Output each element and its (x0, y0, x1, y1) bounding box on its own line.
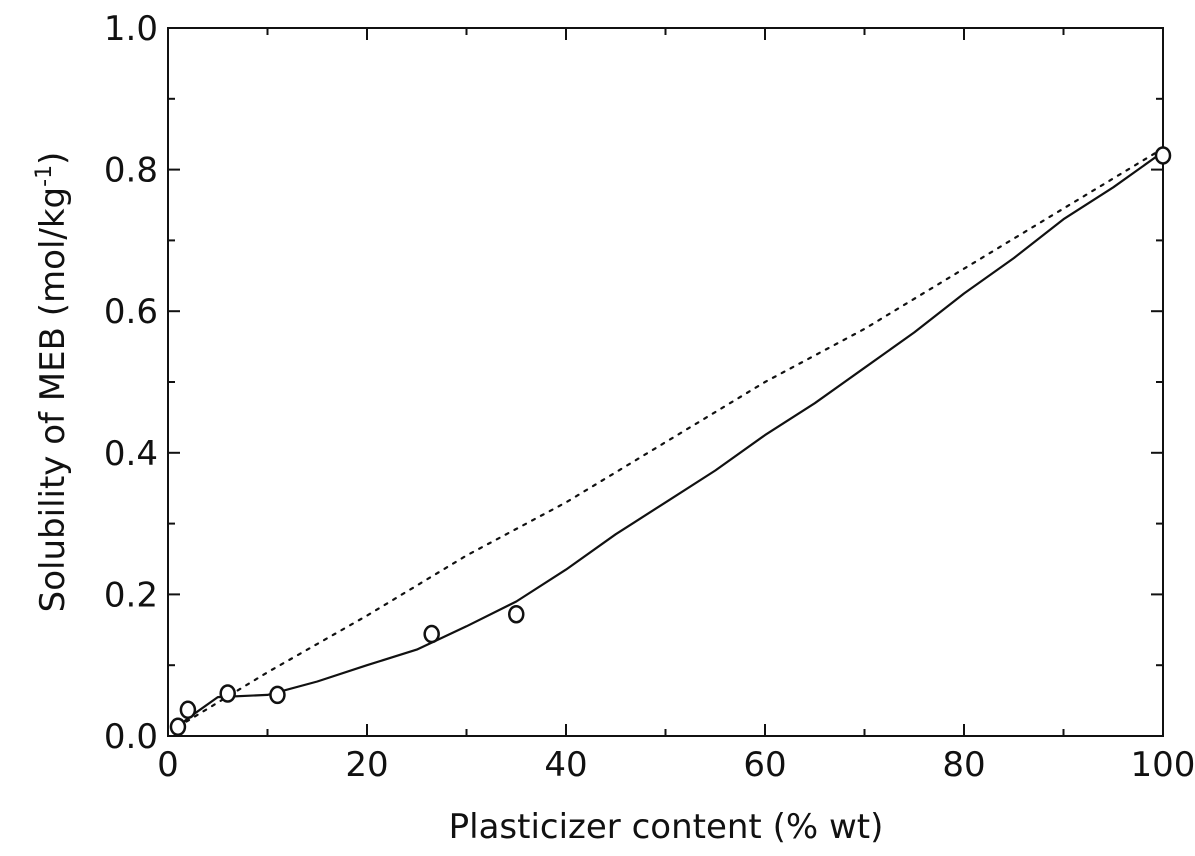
data-point-marker (1154, 146, 1172, 165)
x-tick-label: 80 (942, 745, 985, 785)
y-tick-label: 0.2 (104, 575, 158, 615)
y-tick-label: 0.6 (104, 292, 158, 332)
x-tick-label: 60 (743, 745, 786, 785)
y-tick-label: 0.4 (104, 434, 158, 474)
y-tick-label: 0.8 (104, 151, 158, 191)
series-lines (176, 147, 1165, 728)
axis-tick-labels: 0 20 40 60 80 100 0.0 0.2 0.4 0.6 0.8 1.0 (104, 9, 1195, 785)
solid-fit-line (176, 150, 1165, 728)
y-axis-title-close: ) (33, 152, 73, 165)
x-axis-title: Plasticizer content (% wt) (449, 807, 884, 847)
data-point-marker (423, 624, 440, 644)
data-point-marker (169, 717, 187, 737)
plot-frame-rect (167, 27, 1164, 737)
x-tick-label: 0 (157, 745, 179, 785)
y-axis-title: Solubility of MEB (mol/kg-1) (32, 152, 73, 613)
y-axis-title-main: Solubility of MEB (mol/kg (33, 187, 73, 612)
y-tick-label: 0.0 (104, 717, 158, 757)
x-tick-label: 40 (544, 745, 587, 785)
data-point-marker (508, 604, 525, 624)
axis-ticks (167, 27, 1164, 737)
data-point-marker (179, 700, 197, 720)
plot-frame (167, 27, 1164, 737)
series-markers (169, 146, 1172, 737)
x-tick-label: 100 (1131, 745, 1195, 785)
dotted-trend-line (176, 147, 1165, 728)
data-point-marker (219, 684, 236, 703)
y-axis-title-superscript: -1 (32, 165, 57, 187)
data-point-marker (269, 685, 286, 705)
y-tick-label: 1.0 (104, 9, 158, 49)
x-tick-label: 20 (345, 745, 388, 785)
